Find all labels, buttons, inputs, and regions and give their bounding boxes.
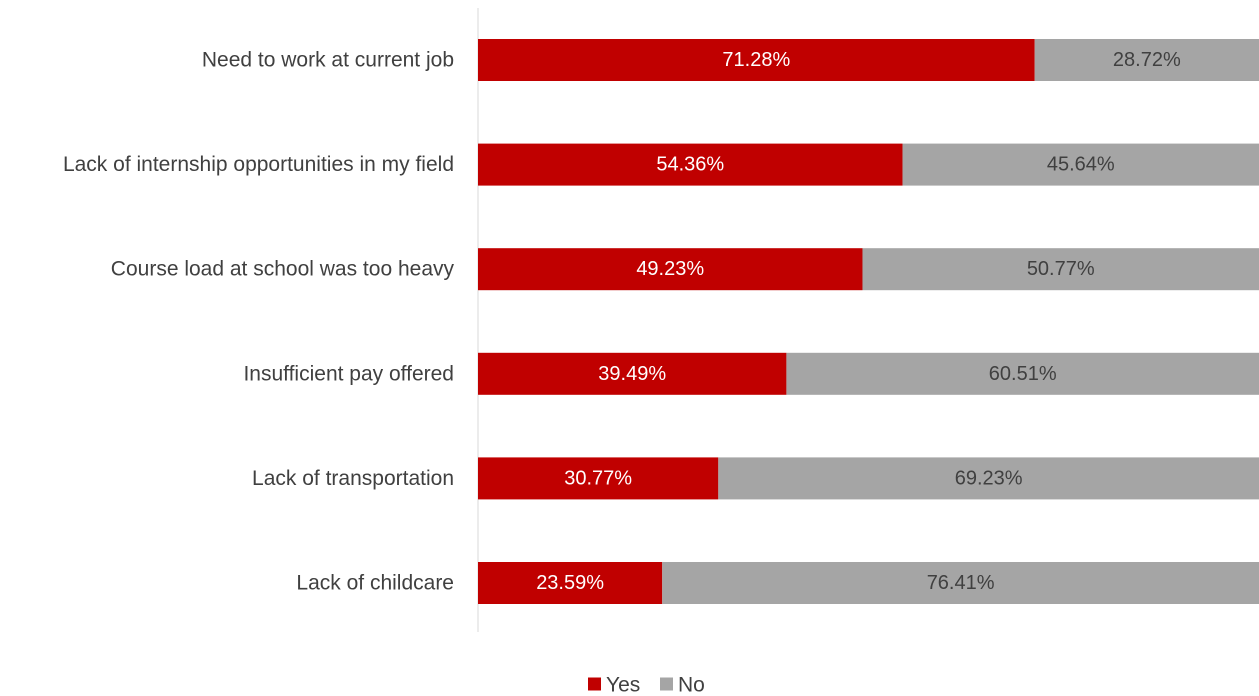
data-label-no-4: 69.23% — [955, 467, 1023, 489]
data-label-no-1: 45.64% — [1047, 154, 1115, 176]
bar-yes-0 — [478, 39, 1035, 81]
category-label: Lack of transportation — [252, 467, 454, 490]
legend-label-yes: Yes — [606, 674, 640, 696]
category-label: Need to work at current job — [202, 49, 454, 72]
legend-swatch-no — [660, 677, 673, 691]
data-label-no-3: 60.51% — [989, 363, 1057, 385]
bar-yes-4 — [478, 457, 719, 500]
legend-label-no: No — [678, 674, 705, 696]
data-label-yes-3: 39.49% — [598, 363, 666, 385]
category-label: Lack of internship opportunities in my f… — [63, 153, 454, 176]
category-label: Insufficient pay offered — [243, 362, 454, 385]
data-label-yes-1: 54.36% — [656, 154, 724, 176]
bar-yes-5 — [478, 562, 663, 604]
bar-no-1 — [902, 143, 1259, 186]
bar-yes-2 — [478, 248, 863, 291]
data-label-yes-5: 23.59% — [536, 572, 604, 594]
category-labels: Need to work at current job Lack of inter… — [63, 49, 455, 595]
data-label-yes-4: 30.77% — [564, 467, 632, 489]
bar-yes-1 — [478, 143, 903, 186]
category-label: Course load at school was too heavy — [111, 258, 455, 281]
bar-no-3 — [786, 352, 1259, 395]
data-label-no-2: 50.77% — [1027, 258, 1095, 280]
data-label-yes-2: 49.23% — [636, 258, 704, 280]
bar-no-4 — [718, 457, 1259, 500]
bar-no-0 — [1034, 39, 1259, 81]
data-label-no-5: 76.41% — [927, 572, 995, 594]
bar-yes-3 — [478, 352, 787, 395]
data-label-yes-0: 71.28% — [722, 49, 790, 71]
data-label-no-0: 28.72% — [1113, 49, 1181, 71]
bars-group: 71.28% 28.72% 54.36% 45.64% 49.23% 50.77% 39.4… — [478, 39, 1259, 604]
bar-no-2 — [862, 248, 1259, 291]
legend: Yes No — [588, 674, 705, 696]
category-label: Lack of childcare — [296, 572, 454, 595]
legend-swatch-yes — [588, 677, 601, 691]
bar-no-5 — [662, 562, 1259, 604]
